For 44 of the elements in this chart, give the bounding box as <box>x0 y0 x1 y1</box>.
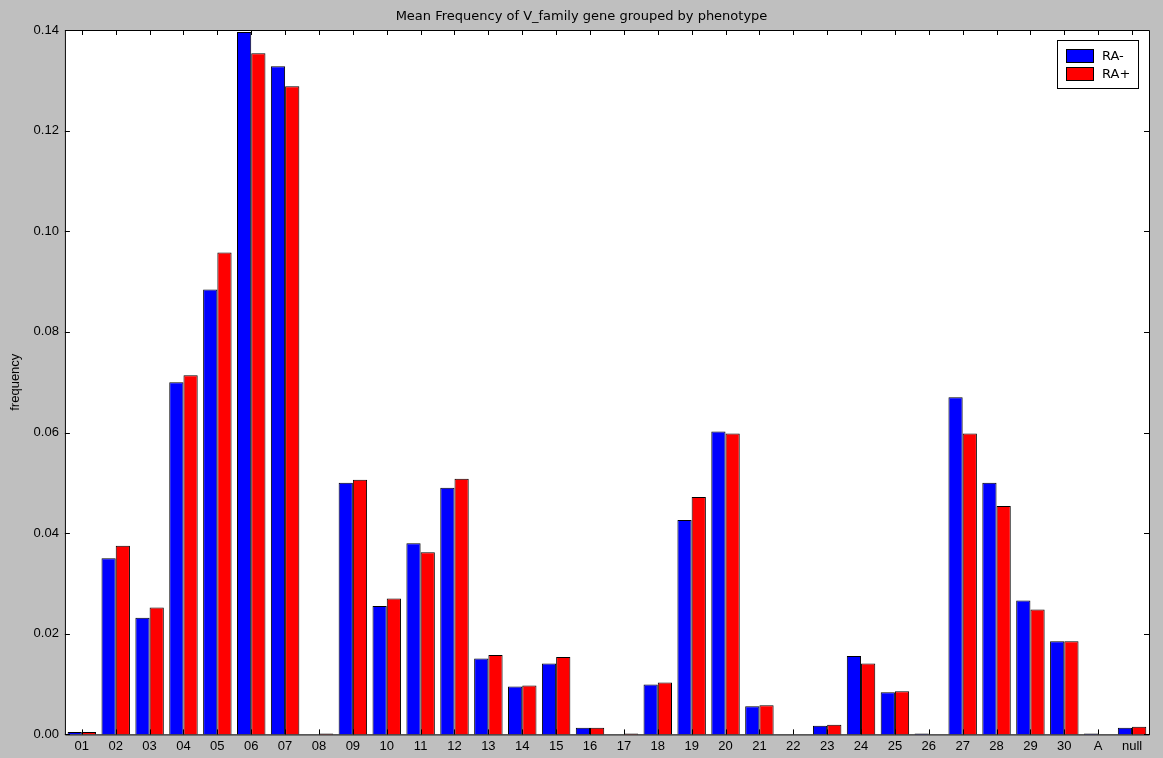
x-tick-label: 03 <box>142 737 157 753</box>
x-tick-label: 18 <box>650 737 665 753</box>
legend-label: RA- <box>1102 48 1124 63</box>
x-tick-label: 26 <box>921 737 937 753</box>
x-tick-label: 25 <box>887 737 903 753</box>
x-tick-label: 30 <box>1057 737 1072 753</box>
x-tick-label: 24 <box>853 737 869 753</box>
y-tick-label: 0.08 <box>33 323 59 339</box>
x-tick-label: 10 <box>379 737 394 753</box>
x-tick-label: 08 <box>311 737 327 753</box>
x-tick-label: 23 <box>819 737 835 753</box>
x-tick-label: 07 <box>277 737 293 753</box>
legend-label: RA+ <box>1102 66 1131 81</box>
chart-title: Mean Frequency of V_family gene grouped by phenotype <box>394 8 769 23</box>
x-tick-label: 05 <box>210 737 225 753</box>
x-tick-label: 16 <box>582 737 598 753</box>
y-tick-label: 0.00 <box>33 725 59 741</box>
y-tick-label: 0.14 <box>33 21 59 37</box>
x-tick-label: 02 <box>108 737 123 753</box>
x-tick-label: 12 <box>447 737 462 753</box>
y-tick-label: 0.12 <box>33 122 59 138</box>
x-tick-label: 06 <box>244 737 259 753</box>
x-tick-label: 09 <box>345 737 361 753</box>
x-tick-label: A <box>1093 737 1103 753</box>
x-tick-label: 27 <box>955 737 970 753</box>
x-tick-label: 04 <box>176 737 191 753</box>
x-tick-label: 15 <box>548 737 564 753</box>
x-tick-label: 21 <box>752 737 767 753</box>
y-tick-label: 0.02 <box>33 625 59 641</box>
x-tick-label: 11 <box>413 737 428 753</box>
x-tick-label: null <box>1121 737 1143 753</box>
y-axis-title: frequency <box>7 353 23 411</box>
x-tick-label: 29 <box>1023 737 1038 753</box>
x-tick-label: 13 <box>481 737 496 753</box>
x-tick-label: 28 <box>989 737 1004 753</box>
x-tick-label: 20 <box>718 737 733 753</box>
x-tick-label: 22 <box>786 737 801 753</box>
x-tick-label: 19 <box>684 737 699 753</box>
y-tick-label: 0.06 <box>33 424 59 440</box>
x-tick-label: 17 <box>616 737 632 753</box>
x-tick-label: 01 <box>74 737 90 753</box>
y-tick-label: 0.04 <box>33 524 59 540</box>
x-tick-label: 14 <box>515 737 530 753</box>
y-tick-label: 0.10 <box>33 222 59 238</box>
